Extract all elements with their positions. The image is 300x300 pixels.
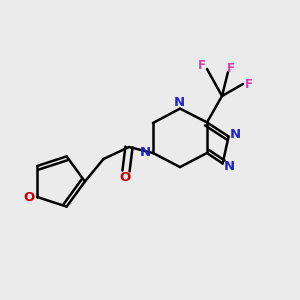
Text: N: N xyxy=(140,146,152,160)
Text: N: N xyxy=(224,160,235,173)
Text: N: N xyxy=(230,128,241,141)
Text: F: F xyxy=(226,62,234,75)
Text: O: O xyxy=(24,190,35,203)
Text: F: F xyxy=(198,59,206,72)
Text: F: F xyxy=(245,78,253,91)
Text: O: O xyxy=(119,171,130,184)
Text: N: N xyxy=(173,96,185,109)
